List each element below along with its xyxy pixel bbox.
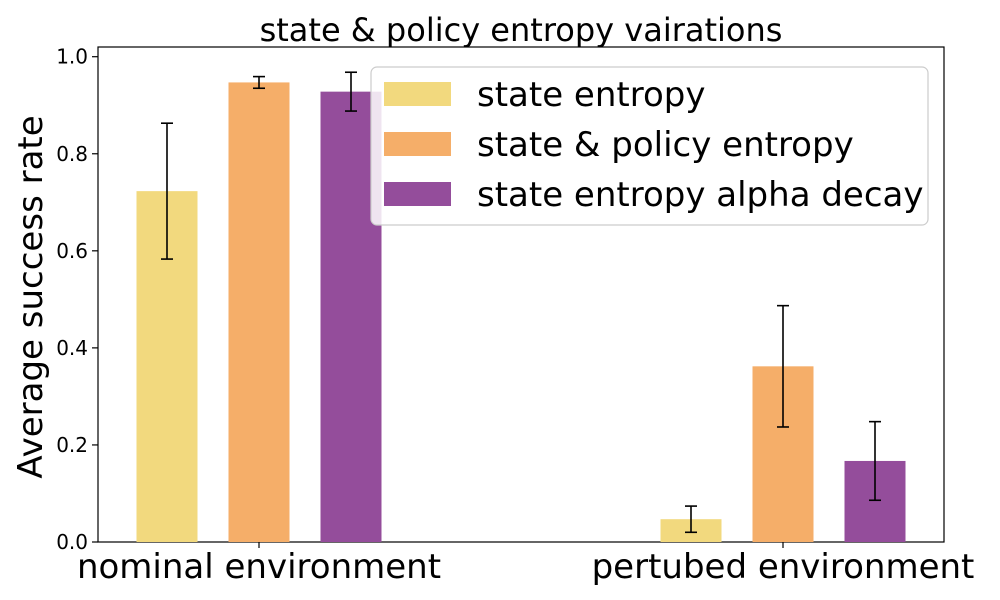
- y-tick-label: 0.2: [56, 433, 88, 457]
- legend-box: [370, 66, 929, 226]
- plot-area: 0.0 0.2 0.4 0.6 0.8 1.0 nominal environment per…: [56, 45, 974, 587]
- y-tick-label: 0.0: [56, 530, 88, 554]
- legend-label: state & policy entropy: [477, 125, 854, 165]
- y-tick-label: 0.4: [56, 336, 88, 360]
- chart-title: state & policy entropy vairations: [260, 11, 783, 49]
- legend-label: state entropy: [477, 75, 705, 115]
- legend-swatch: [384, 182, 451, 206]
- y-tick-label: 0.6: [56, 239, 88, 263]
- legend-swatch: [384, 82, 451, 106]
- legend-swatch: [384, 132, 451, 156]
- x-tick-label: pertubed environment: [592, 547, 975, 587]
- legend-label: state entropy alpha decay: [477, 175, 923, 215]
- y-tick-label: 1.0: [56, 45, 88, 69]
- y-axis-label: Average success rate: [11, 115, 51, 478]
- axes-frame: [97, 46, 945, 543]
- y-tick-label: 0.8: [56, 142, 88, 166]
- x-tick-label: nominal environment: [77, 547, 441, 587]
- bar: [228, 82, 290, 543]
- legend: state entropy state & policy entropy state…: [370, 66, 929, 226]
